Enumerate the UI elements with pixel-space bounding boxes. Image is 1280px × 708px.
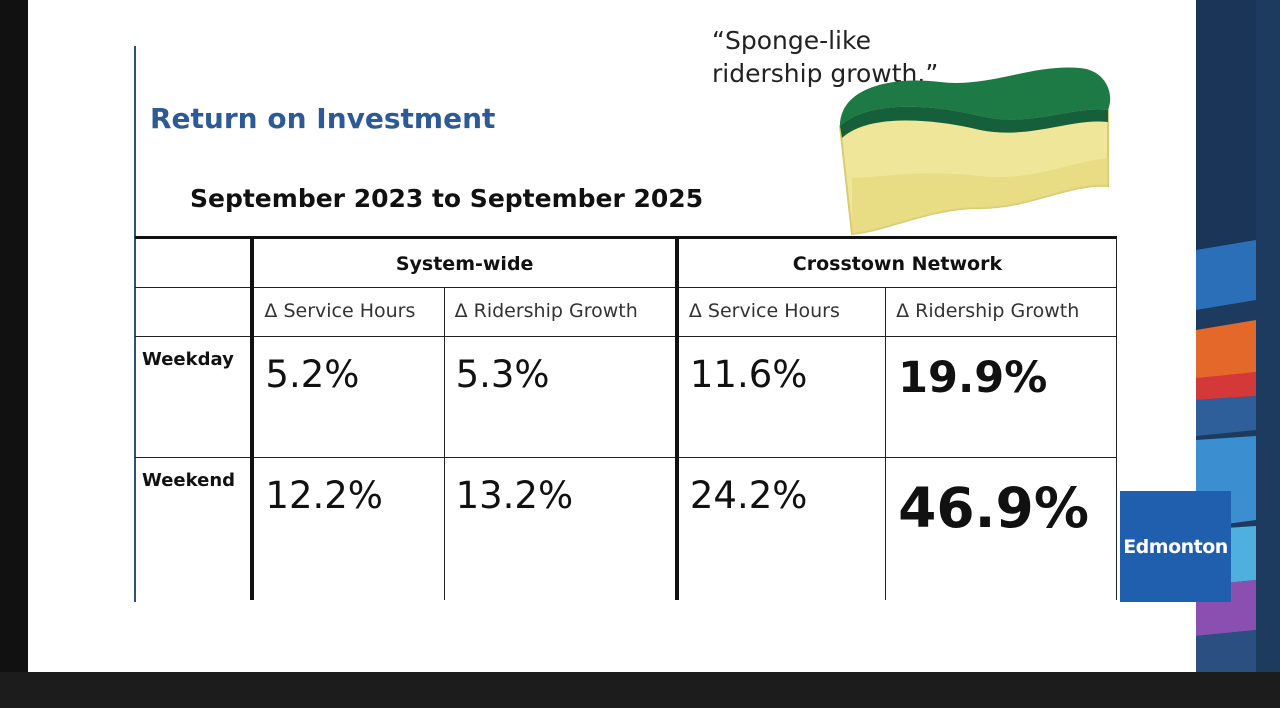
metric-header-service-hours: Δ Service Hours xyxy=(688,300,840,322)
value-weekday-system-ridership: 5.3% xyxy=(455,353,550,396)
sponge-green-scrub xyxy=(840,67,1111,126)
edmonton-logo-text: Edmonton xyxy=(1123,535,1228,558)
table-subtitle: September 2023 to September 2025 xyxy=(190,184,704,213)
group-header-crosstown: Crosstown Network xyxy=(792,253,1003,275)
value-weekday-crosstown-service-hours: 11.6% xyxy=(689,353,808,396)
presentation-slide: Return on Investment September 2023 to S… xyxy=(28,0,1196,672)
table-cell: 13.2% xyxy=(443,457,678,600)
value-weekend-system-service-hours: 12.2% xyxy=(265,474,383,517)
table-metric-header-row: Δ Service Hours Δ Ridership Growth Δ Ser… xyxy=(135,287,1117,337)
metric-header-cell: Δ Ridership Growth xyxy=(443,287,678,337)
value-weekend-crosstown-service-hours: 24.2% xyxy=(689,474,808,517)
sponge-yellow-shade xyxy=(852,158,1108,234)
table-row-weekend: Weekend 12.2% 13.2% 24.2% 46.9% xyxy=(135,457,1117,600)
table-cell: 11.6% xyxy=(674,336,887,458)
group-header-cell: Crosstown Network xyxy=(674,236,1117,288)
slide-title: Return on Investment xyxy=(150,102,496,135)
value-weekday-crosstown-ridership: 19.9% xyxy=(898,353,1048,403)
metric-header-ridership-growth: Δ Ridership Growth xyxy=(454,300,638,322)
edmonton-logo: Edmonton xyxy=(1120,491,1231,602)
sponge-green-edge xyxy=(840,106,1108,138)
corner-cell xyxy=(135,236,253,288)
table-cell: 46.9% xyxy=(885,457,1117,600)
row-label-weekday: Weekday xyxy=(142,349,234,370)
table-cell: 5.2% xyxy=(250,336,445,458)
metric-header-cell: Δ Ridership Growth xyxy=(885,287,1117,337)
group-header-system-wide: System-wide xyxy=(395,253,534,275)
row-label-cell: Weekend xyxy=(135,457,253,600)
table-cell: 19.9% xyxy=(885,336,1117,458)
decorative-color-stripes xyxy=(1196,0,1280,672)
left-dark-margin xyxy=(0,0,28,672)
bottom-dark-bar xyxy=(0,672,1280,708)
corner-cell xyxy=(135,287,253,337)
value-weekend-crosstown-ridership: 46.9% xyxy=(898,476,1089,540)
value-weekday-system-service-hours: 5.2% xyxy=(265,353,360,396)
table-cell: 5.3% xyxy=(443,336,678,458)
table-row-weekday: Weekday 5.2% 5.3% 11.6% 19.9% xyxy=(135,336,1117,458)
metric-header-cell: Δ Service Hours xyxy=(250,287,445,337)
table-cell: 12.2% xyxy=(250,457,445,600)
roi-table: System-wide Crosstown Network Δ Service … xyxy=(135,236,1117,600)
table-cell: 24.2% xyxy=(674,457,887,600)
quote-line-1: “Sponge-like xyxy=(712,26,871,55)
group-header-cell: System-wide xyxy=(250,236,678,288)
table-group-header-row: System-wide Crosstown Network xyxy=(135,236,1117,288)
metric-header-ridership-growth: Δ Ridership Growth xyxy=(896,300,1080,322)
value-weekend-system-ridership: 13.2% xyxy=(455,474,574,517)
metric-header-service-hours: Δ Service Hours xyxy=(264,300,416,322)
row-label-cell: Weekday xyxy=(135,336,253,458)
metric-header-cell: Δ Service Hours xyxy=(674,287,887,337)
sponge-image xyxy=(838,67,1111,236)
row-label-weekend: Weekend xyxy=(142,470,236,491)
